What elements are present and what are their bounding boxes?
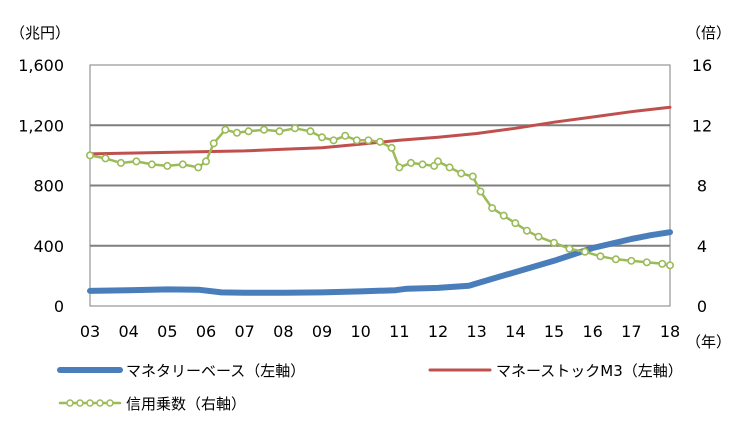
series-marker xyxy=(596,252,605,261)
series-marker xyxy=(317,133,326,142)
plot-frame xyxy=(89,64,671,307)
series-marker xyxy=(418,160,427,169)
series-marker xyxy=(116,158,125,167)
left-tick-label: 1,600 xyxy=(18,56,64,75)
series-marker xyxy=(86,151,95,160)
x-tick-label: 10 xyxy=(350,322,370,341)
series-marker xyxy=(534,232,543,241)
series-marker xyxy=(580,247,589,256)
series-marker xyxy=(611,255,620,264)
right-tick-label: 4 xyxy=(697,237,707,256)
x-tick-label: 09 xyxy=(312,322,332,341)
legend-marker xyxy=(66,399,74,407)
series-marker xyxy=(232,128,241,137)
series-marker xyxy=(290,124,299,133)
x-tick-label: 18 xyxy=(660,322,680,341)
legend-label: 信用乗数（右軸） xyxy=(126,395,246,413)
series-marker xyxy=(658,259,667,268)
series-marker xyxy=(511,219,520,228)
series-marker xyxy=(194,163,203,172)
legend-marker xyxy=(76,399,84,407)
series-marker xyxy=(468,172,477,181)
x-tick-label: 05 xyxy=(157,322,177,341)
series-line xyxy=(87,229,673,296)
left-tick-label: 1,200 xyxy=(18,116,64,135)
legend-label: マネタリーベース（左軸） xyxy=(126,362,305,380)
series-marker xyxy=(259,125,268,134)
series-marker xyxy=(387,143,396,152)
series-marker xyxy=(395,163,404,172)
series-line xyxy=(88,105,672,156)
right-tick-label: 8 xyxy=(697,177,707,196)
series-marker xyxy=(178,160,187,169)
series-marker xyxy=(352,136,361,145)
series-marker xyxy=(221,125,230,134)
series-marker xyxy=(209,139,218,148)
series-marker xyxy=(406,158,415,167)
series-marker xyxy=(476,187,485,196)
x-tick-label: 03 xyxy=(80,322,100,341)
x-tick-label: 16 xyxy=(582,322,602,341)
series-marker xyxy=(101,154,110,163)
series-marker xyxy=(306,127,315,136)
grid xyxy=(90,124,670,247)
right-axis-unit: （倍） xyxy=(686,24,731,42)
legend-label: マネーストックM3（左軸） xyxy=(496,362,683,380)
x-tick-label: 15 xyxy=(544,322,564,341)
x-axis-ticks: 03 04 05 06 07 08 09 10 11 12 13 14 15 16 17 18 xyxy=(80,322,680,341)
series-marker xyxy=(275,127,284,136)
right-tick-label: 16 xyxy=(692,56,712,75)
x-tick-label: 11 xyxy=(389,322,409,341)
x-tick-label: 13 xyxy=(466,322,486,341)
series-marker xyxy=(244,127,253,136)
series-marker xyxy=(202,157,211,166)
series-layer xyxy=(86,105,674,296)
series-marker xyxy=(329,136,338,145)
series-marker xyxy=(364,136,373,145)
series-marker xyxy=(627,256,636,265)
left-tick-label: 400 xyxy=(33,237,64,256)
series-marker xyxy=(147,160,156,169)
x-tick-label: 12 xyxy=(428,322,448,341)
series-marker xyxy=(549,238,558,247)
x-axis-unit: （年） xyxy=(686,333,731,351)
legend-marker xyxy=(86,399,94,407)
x-tick-label: 06 xyxy=(196,322,216,341)
legend: マネタリーベース（左軸） マネーストックM3（左軸） 信用乗数（右軸） xyxy=(57,362,683,413)
series-marker xyxy=(457,169,466,178)
series-marker xyxy=(433,157,442,166)
series-marker xyxy=(375,137,384,146)
series-marker xyxy=(522,226,531,235)
left-axis-ticks: 0 400 800 1,200 1,600 xyxy=(18,56,64,316)
series-line xyxy=(88,127,672,267)
legend-marker xyxy=(96,399,104,407)
series-marker xyxy=(565,244,574,253)
x-tick-label: 04 xyxy=(118,322,138,341)
left-tick-label: 800 xyxy=(33,177,64,196)
right-tick-label: 0 xyxy=(697,297,707,316)
series-marker xyxy=(341,131,350,140)
legend-marker xyxy=(106,399,114,407)
left-axis-unit: （兆円） xyxy=(10,24,70,42)
x-tick-label: 08 xyxy=(273,322,293,341)
right-axis-ticks: 0 4 8 12 16 xyxy=(692,56,712,316)
series-marker xyxy=(665,261,674,270)
x-tick-label: 17 xyxy=(621,322,641,341)
series-marker xyxy=(445,163,454,172)
series-marker xyxy=(163,161,172,170)
series-marker xyxy=(132,157,141,166)
series-marker xyxy=(488,204,497,213)
left-tick-label: 0 xyxy=(54,297,64,316)
right-tick-label: 12 xyxy=(692,116,712,135)
series-marker xyxy=(499,211,508,220)
series-marker xyxy=(642,258,651,267)
x-tick-label: 14 xyxy=(505,322,525,341)
x-tick-label: 07 xyxy=(234,322,254,341)
